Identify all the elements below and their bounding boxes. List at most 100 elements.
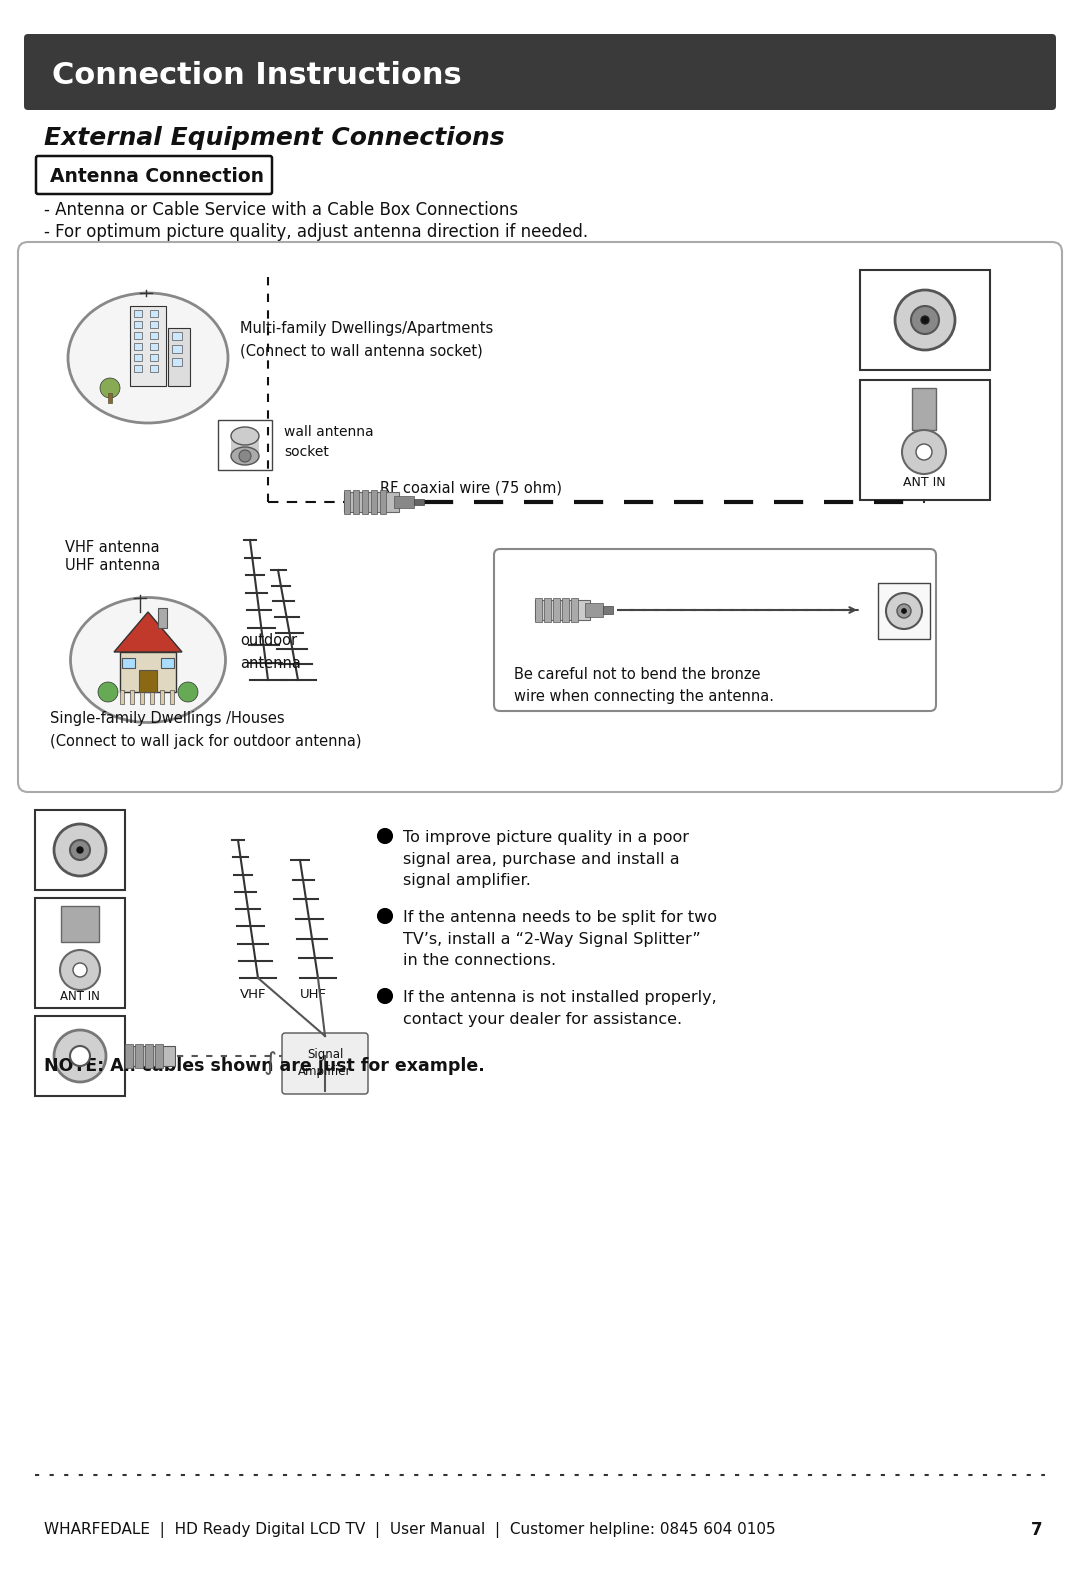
Bar bbox=[134, 353, 141, 361]
Bar bbox=[860, 380, 990, 501]
Text: Signal
Amplifier: Signal Amplifier bbox=[298, 1049, 352, 1079]
Bar bbox=[362, 489, 368, 513]
Bar bbox=[231, 434, 259, 456]
Bar bbox=[172, 333, 183, 341]
Circle shape bbox=[886, 592, 922, 629]
Bar bbox=[172, 345, 183, 353]
Bar bbox=[122, 657, 135, 668]
Text: outdoor
antenna: outdoor antenna bbox=[240, 634, 301, 670]
Bar bbox=[158, 608, 167, 627]
FancyBboxPatch shape bbox=[36, 155, 272, 193]
Bar bbox=[35, 1015, 125, 1096]
Bar bbox=[125, 1044, 133, 1068]
Text: ANT IN: ANT IN bbox=[903, 477, 945, 489]
Bar bbox=[135, 1044, 143, 1068]
Bar bbox=[345, 489, 350, 513]
Text: - For optimum picture quality, adjust antenna direction if needed.: - For optimum picture quality, adjust an… bbox=[44, 223, 589, 241]
Bar bbox=[585, 604, 603, 618]
Bar bbox=[130, 691, 134, 703]
Bar bbox=[130, 306, 166, 386]
Bar bbox=[170, 691, 174, 703]
Circle shape bbox=[98, 683, 118, 702]
Bar bbox=[878, 583, 930, 638]
Bar bbox=[150, 333, 158, 339]
Bar bbox=[120, 653, 176, 692]
Bar bbox=[134, 364, 141, 372]
Bar bbox=[544, 599, 551, 623]
Ellipse shape bbox=[231, 447, 259, 466]
Text: wall antenna
socket: wall antenna socket bbox=[284, 425, 374, 459]
Circle shape bbox=[54, 1030, 106, 1082]
Text: UHF antenna: UHF antenna bbox=[65, 559, 160, 573]
Bar bbox=[150, 310, 158, 317]
Bar bbox=[150, 344, 158, 350]
Bar bbox=[345, 493, 399, 512]
Circle shape bbox=[902, 608, 906, 613]
Bar bbox=[139, 670, 157, 692]
Bar bbox=[161, 657, 174, 668]
Circle shape bbox=[70, 1045, 90, 1066]
FancyBboxPatch shape bbox=[494, 550, 936, 711]
Bar bbox=[168, 328, 190, 386]
Circle shape bbox=[100, 379, 120, 398]
Ellipse shape bbox=[70, 597, 226, 722]
Circle shape bbox=[378, 828, 392, 843]
Circle shape bbox=[902, 429, 946, 474]
Circle shape bbox=[912, 306, 939, 334]
Bar bbox=[860, 269, 990, 371]
FancyBboxPatch shape bbox=[24, 33, 1056, 109]
Text: VHF antenna: VHF antenna bbox=[65, 540, 160, 556]
Bar bbox=[603, 607, 613, 615]
Circle shape bbox=[60, 950, 100, 990]
Ellipse shape bbox=[231, 428, 259, 445]
Bar bbox=[60, 906, 99, 942]
Text: If the antenna is not installed properly,
contact your dealer for assistance.: If the antenna is not installed properly… bbox=[403, 990, 717, 1026]
Circle shape bbox=[378, 988, 392, 1003]
Bar bbox=[414, 499, 424, 505]
Bar bbox=[145, 1044, 153, 1068]
Circle shape bbox=[239, 450, 251, 463]
Circle shape bbox=[378, 909, 392, 923]
Bar bbox=[535, 600, 590, 619]
Circle shape bbox=[54, 824, 106, 876]
Bar bbox=[108, 393, 112, 402]
FancyBboxPatch shape bbox=[18, 242, 1062, 792]
Polygon shape bbox=[114, 611, 183, 653]
Bar bbox=[35, 809, 125, 890]
Text: RF coaxial wire (75 ohm): RF coaxial wire (75 ohm) bbox=[380, 480, 562, 496]
FancyBboxPatch shape bbox=[282, 1033, 368, 1095]
Bar bbox=[150, 691, 154, 703]
Text: Multi-family Dwellings/Apartments
(Connect to wall antenna socket): Multi-family Dwellings/Apartments (Conne… bbox=[240, 322, 494, 358]
Circle shape bbox=[921, 315, 929, 325]
Bar bbox=[156, 1044, 163, 1068]
Text: ANT IN: ANT IN bbox=[60, 990, 100, 1003]
Bar bbox=[160, 691, 164, 703]
Text: Be careful not to bend the bronze
wire when connecting the antenna.: Be careful not to bend the bronze wire w… bbox=[514, 667, 774, 705]
Text: 7: 7 bbox=[1030, 1521, 1042, 1540]
Circle shape bbox=[73, 963, 87, 977]
Bar bbox=[134, 333, 141, 339]
Bar bbox=[134, 322, 141, 328]
Circle shape bbox=[895, 290, 955, 350]
Bar bbox=[353, 489, 359, 513]
Bar bbox=[372, 489, 377, 513]
Circle shape bbox=[916, 444, 932, 459]
Text: Connection Instructions: Connection Instructions bbox=[52, 60, 462, 90]
Bar bbox=[140, 691, 144, 703]
Bar bbox=[172, 358, 183, 366]
Bar bbox=[150, 322, 158, 328]
Bar bbox=[535, 599, 542, 623]
Bar bbox=[120, 691, 124, 703]
Bar bbox=[150, 364, 158, 372]
Bar bbox=[134, 344, 141, 350]
Text: Single-family Dwellings /Houses
(Connect to wall jack for outdoor antenna): Single-family Dwellings /Houses (Connect… bbox=[50, 711, 362, 749]
Text: To improve picture quality in a poor
signal area, purchase and install a
signal : To improve picture quality in a poor sig… bbox=[403, 830, 689, 889]
Text: NOTE: All cables shown are just for example.: NOTE: All cables shown are just for exam… bbox=[44, 1057, 485, 1076]
Bar bbox=[150, 353, 158, 361]
Bar bbox=[553, 599, 561, 623]
Bar bbox=[562, 599, 569, 623]
Circle shape bbox=[897, 604, 912, 618]
Text: - Antenna or Cable Service with a Cable Box Connections: - Antenna or Cable Service with a Cable … bbox=[44, 201, 518, 219]
Text: If the antenna needs to be split for two
TV’s, install a “2-Way Signal Splitter”: If the antenna needs to be split for two… bbox=[403, 909, 717, 968]
Text: External Equipment Connections: External Equipment Connections bbox=[44, 127, 504, 150]
